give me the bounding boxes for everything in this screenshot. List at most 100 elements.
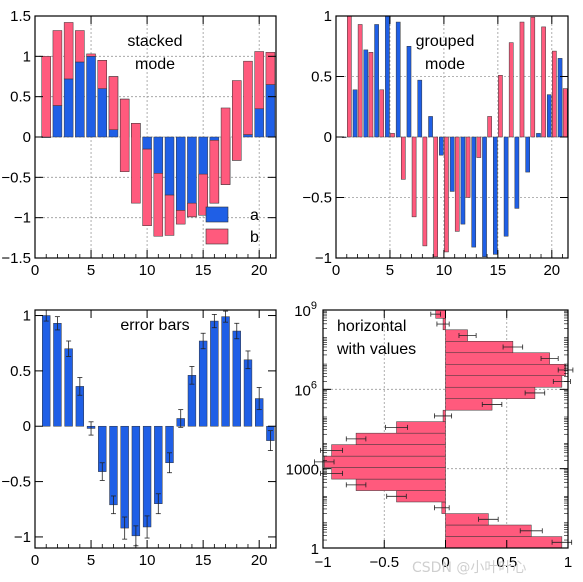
hbar [355,478,446,491]
bar-a [525,136,530,173]
bar-a [64,348,73,427]
x-tick-label: −0.5 [369,554,399,571]
bar-b [97,60,107,89]
bar-a [153,136,164,174]
bar-a [395,21,401,138]
hbar [445,536,563,549]
chart-title: grouped [416,33,475,50]
x-tick-label: 0 [332,262,340,279]
bar-a [142,425,152,528]
bar-a [482,136,487,258]
bar-a [42,315,51,427]
hbar [445,386,536,399]
hbar [445,524,532,537]
y-tick-label: 1000 [286,462,319,479]
chart-title: mode [425,56,465,73]
bar-b [487,116,492,138]
bar-a [363,49,369,138]
legend-swatch-a [205,206,229,223]
y-tick-label: −1 [14,210,31,227]
x-tick-label: 0 [441,554,449,571]
bar-a [471,136,477,248]
bar-a [514,136,520,209]
bar-b [541,26,546,138]
y-tick-label: −1 [14,529,31,546]
panel-stacked-mode: 0 5 10 15 20 −1.5 −1 −0.5 0 0.5 1 1.5 stacked mode ab [1,8,277,279]
x-tick-label: 10 [139,552,156,569]
x-tick-label: 10 [139,262,156,279]
x-tick-label: 5 [386,262,394,279]
x-tick-label: 15 [195,552,212,569]
bar-b [142,148,152,226]
bar-a [243,134,253,138]
bar-a [75,61,85,138]
legend: ab [205,206,259,246]
bar-a [243,359,253,427]
y-tick-label: −0.5 [1,474,31,491]
bar-b [119,98,130,172]
x-tick-label: 10 [436,262,453,279]
chart-title: stacked [127,33,182,50]
chart-title: mode [135,56,175,73]
bar-b [562,88,568,138]
bar-a [374,24,379,138]
bar-a [439,136,444,156]
y-tick-label: 1 [23,48,31,65]
bar-a [265,84,276,138]
bar-b [187,202,197,218]
hbar [445,375,563,388]
x-tick-label: 15 [490,262,507,279]
bar-a [428,116,433,138]
bar-a [232,330,241,427]
x-tick-label: 5 [87,552,95,569]
legend-label-a: a [250,207,259,224]
bar-b [519,21,525,138]
bar-b [422,136,428,247]
x-tick-label: 20 [543,262,560,279]
y-tick-label: 106 [294,379,317,399]
bar-a [53,323,62,427]
bar-a [546,94,552,138]
bar-b [108,76,119,130]
bar-a [154,425,163,504]
bar-b [232,80,242,161]
x-tick-label: 1 [564,554,572,571]
bar-a [164,136,175,196]
bar-b [254,51,264,110]
bar-b [86,53,96,57]
y-tick-label: −0.5 [302,190,332,207]
bar-b [198,173,208,216]
bar-b [444,136,449,253]
x-tick-label: 0 [31,262,39,279]
y-tick-label: 0 [23,418,31,435]
bar-a [536,133,541,138]
hbar [355,432,446,445]
bar-b [498,75,503,138]
bar-a [460,136,466,225]
y-tick-label: 0 [324,129,332,146]
chart-title: with values [336,341,416,358]
y-tick-label: −1.5 [1,250,31,267]
bar-b [357,24,363,138]
bar-a [352,89,358,138]
legend-swatch-b [205,228,229,245]
bar-b [433,136,438,258]
chart-title: horizontal [337,318,406,335]
x-tick-label: 5 [87,262,95,279]
y-tick-label: 0.5 [311,69,332,86]
y-tick-label: 0.5 [10,363,31,380]
panel-grouped-mode: 0 5 10 15 20 −1 −0.5 0 0.5 1 grouped mode [302,8,569,279]
bar-b [400,136,406,180]
bar-a [493,136,498,255]
bar-b [220,107,231,185]
bar-b [131,123,141,204]
plot-frame [34,309,277,549]
watermark-text: CSDN @小叶叶心 [412,560,526,576]
bar-a [131,425,141,537]
y-tick-label: 1 [311,541,319,558]
bar-b [390,133,395,138]
x-tick-label: 20 [251,552,268,569]
x-tick-label: 0 [31,552,39,569]
y-tick-label: 0 [23,129,31,146]
